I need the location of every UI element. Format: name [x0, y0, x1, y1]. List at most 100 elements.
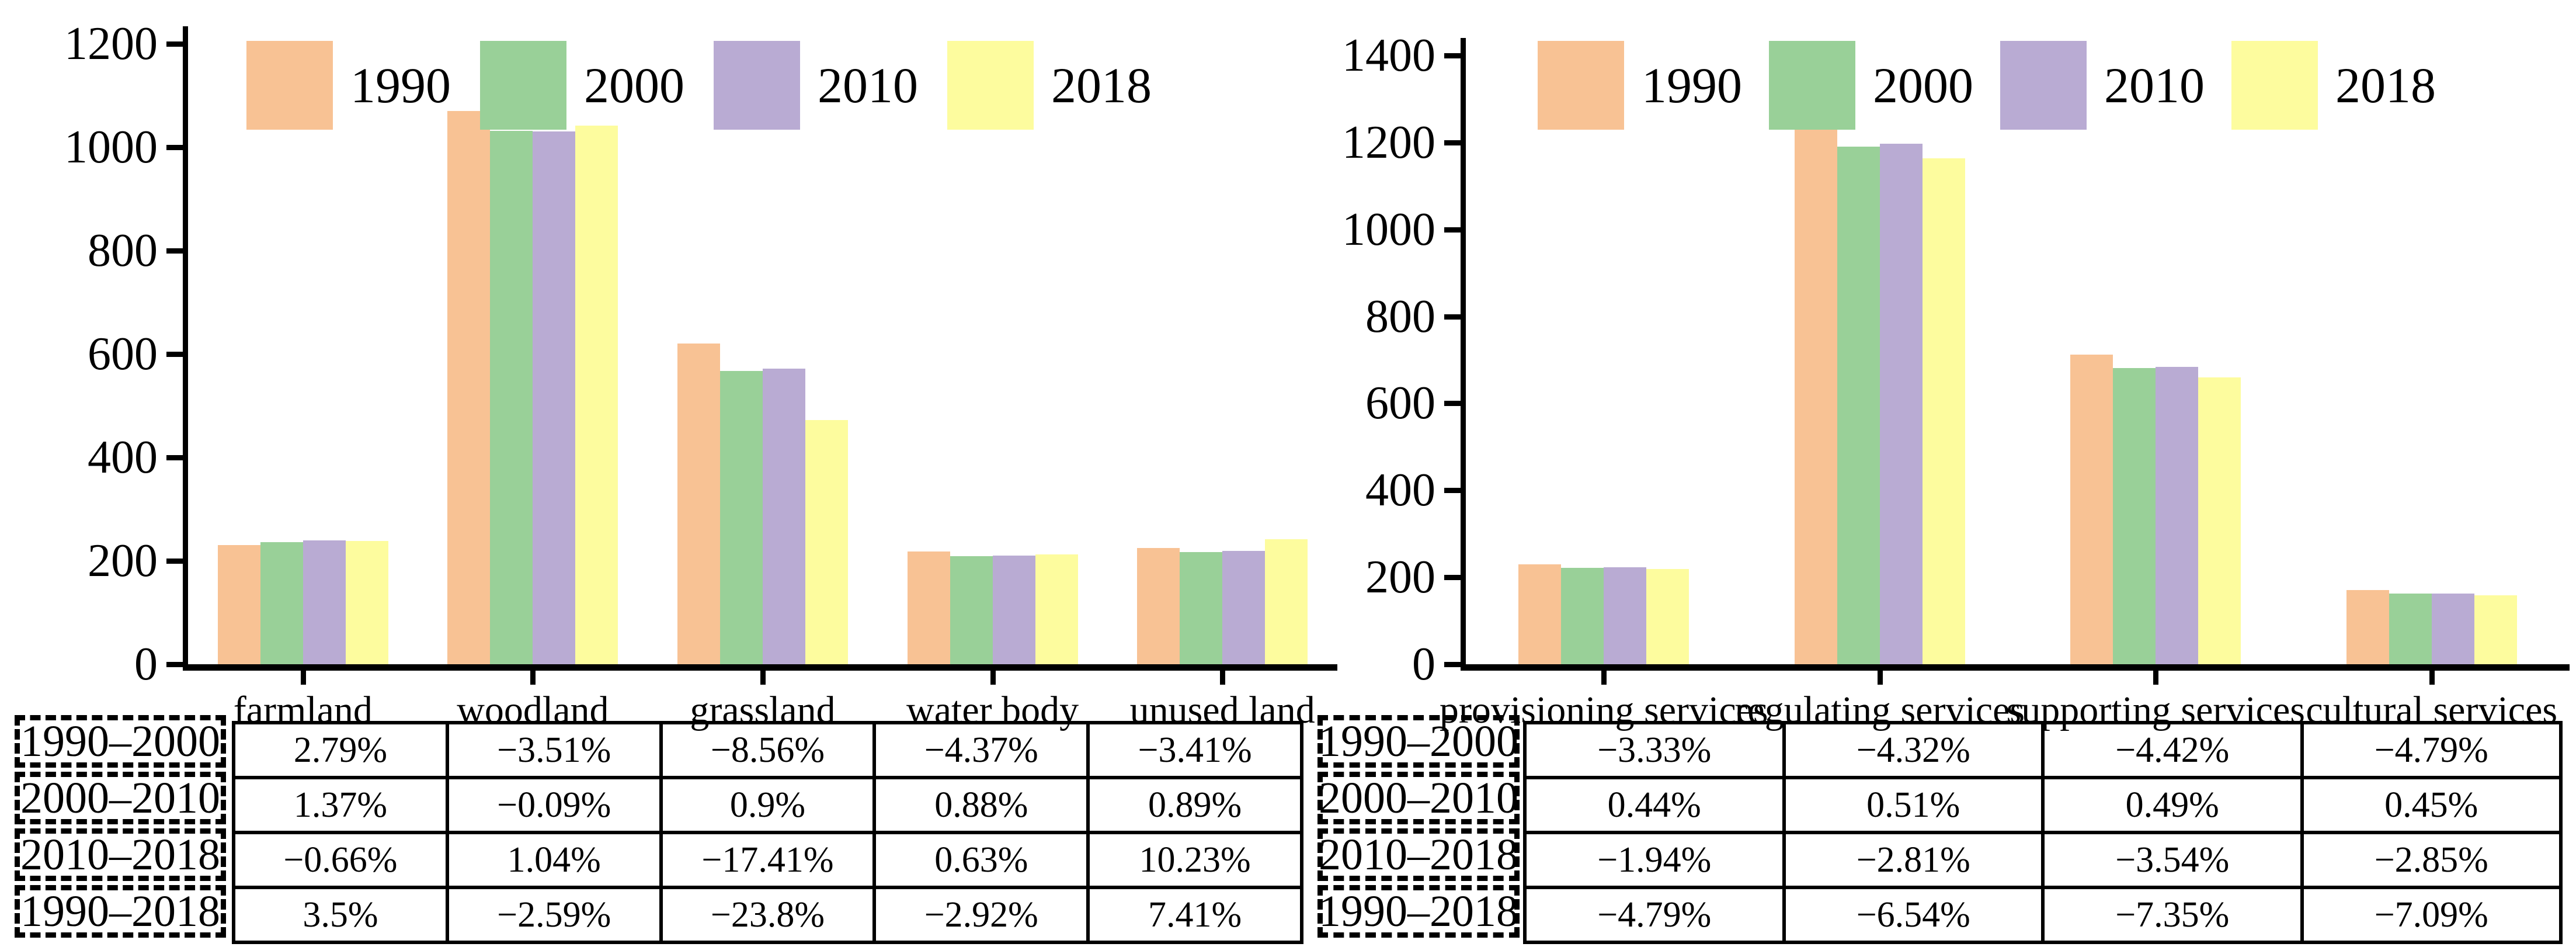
table-cell: 1.04% — [445, 831, 663, 889]
table-row: −4.79% −6.54% −7.35% −7.09% — [1523, 886, 2563, 944]
table-cell: −6.54% — [1782, 886, 2045, 944]
y-axis-tick — [166, 145, 183, 150]
table-row-label: 2000–2010 — [1319, 773, 1518, 823]
y-tick-label: 1400 — [1342, 30, 1435, 81]
bar-2018-regulating-services — [1922, 158, 1965, 664]
legend-swatch-1990 — [246, 41, 333, 130]
y-tick-label: 1000 — [1342, 203, 1435, 255]
bar-2010-grassland — [763, 368, 805, 664]
table-cell: 0.88% — [872, 776, 1090, 834]
bar-2000-supporting-services — [2113, 368, 2156, 664]
legend-swatch-1990 — [1538, 41, 1624, 130]
bar-2018-woodland — [575, 125, 618, 664]
x-axis-line — [183, 664, 1337, 671]
table-row-label-box: 1990–2018 — [15, 885, 226, 938]
legend-swatch-2010 — [714, 41, 800, 130]
bar-2010-cultural-services — [2431, 593, 2474, 664]
bar-2000-farmland — [260, 542, 303, 664]
bar-1990-supporting-services — [2070, 355, 2113, 664]
table-row: −0.66% 1.04% −17.41% 0.63% 10.23% — [232, 831, 1303, 889]
services-change-table: −3.33% −4.32% −4.42% −4.79% 0.44% 0.51% 0.49% 0… — [1523, 721, 2563, 944]
x-axis-tick — [1877, 671, 1883, 685]
bar-1990-regulating-services — [1794, 123, 1837, 664]
table-cell: −3.54% — [2041, 831, 2304, 889]
y-axis-tick — [1444, 140, 1461, 145]
bar-1990-woodland — [447, 111, 491, 664]
bar-1990-cultural-services — [2346, 590, 2389, 664]
table-cell: 0.45% — [2300, 776, 2563, 834]
bar-2018-cultural-services — [2474, 595, 2517, 664]
table-row-label: 2000–2010 — [20, 773, 220, 823]
y-tick-label: 200 — [1365, 551, 1435, 603]
x-axis-tick — [2153, 671, 2159, 685]
y-axis-line — [183, 26, 188, 671]
table-cell: 0.9% — [659, 776, 877, 834]
table-cell: −2.92% — [872, 886, 1090, 944]
bar-2018-unused-land — [1265, 539, 1308, 664]
table-row-label-box: 1990–2000 — [1317, 715, 1520, 768]
y-tick-label: 0 — [1412, 639, 1435, 690]
table-cell: −8.56% — [659, 721, 877, 779]
x-axis-tick — [1601, 671, 1607, 685]
legend-label-2000: 2000 — [584, 57, 684, 113]
table-cell: 0.63% — [872, 831, 1090, 889]
bar-2000-water-body — [950, 556, 993, 664]
y-axis-tick — [1444, 227, 1461, 233]
table-cell: −2.59% — [445, 886, 663, 944]
table-cell: −4.79% — [1523, 886, 1786, 944]
y-tick-label: 800 — [1365, 290, 1435, 342]
table-row: 0.44% 0.51% 0.49% 0.45% — [1523, 776, 2563, 834]
table-row: 3.5% −2.59% −23.8% −2.92% 7.41% — [232, 886, 1303, 944]
y-axis-tick — [1444, 488, 1461, 494]
bar-2010-provisioning-services — [1604, 567, 1647, 664]
table-row-label-box: 1990–2000 — [15, 715, 226, 768]
table-cell: −3.41% — [1086, 721, 1303, 779]
x-axis-tick — [530, 671, 536, 685]
table-cell: 0.44% — [1523, 776, 1786, 834]
bar-2000-grassland — [720, 371, 763, 664]
table-cell: −7.09% — [2300, 886, 2563, 944]
y-axis-tick — [1444, 662, 1461, 667]
table-cell: 7.41% — [1086, 886, 1303, 944]
bar-2000-provisioning-services — [1561, 567, 1604, 664]
x-axis-tick — [2429, 671, 2435, 685]
table-cell: −4.79% — [2300, 721, 2563, 779]
y-axis-tick — [166, 352, 183, 357]
table-cell: 3.5% — [232, 886, 449, 944]
table-row: 2.79% −3.51% −8.56% −4.37% −3.41% — [232, 721, 1303, 779]
bar-2010-water-body — [992, 556, 1035, 664]
bar-1990-grassland — [677, 344, 720, 664]
legend-label-2018: 2018 — [1051, 57, 1152, 113]
table-row-label: 2010–2018 — [1319, 830, 1518, 879]
y-tick-label: 1200 — [64, 18, 158, 70]
table-cell: 10.23% — [1086, 831, 1303, 889]
table-cell: −17.41% — [659, 831, 877, 889]
table-row-label: 2010–2018 — [20, 830, 220, 879]
y-tick-label: 400 — [88, 432, 158, 483]
x-axis-tick — [760, 671, 766, 685]
table-cell: −4.37% — [872, 721, 1090, 779]
x-axis-tick — [1220, 671, 1226, 685]
x-axis-tick — [300, 671, 306, 685]
table-row-label: 1990–2018 — [20, 886, 220, 936]
bar-2010-unused-land — [1222, 551, 1266, 664]
table-row-label: 1990–2000 — [1319, 716, 1518, 766]
table-row-label-box: 2010–2018 — [15, 828, 226, 881]
legend-swatch-2010 — [2000, 41, 2087, 130]
y-tick-label: 600 — [88, 328, 158, 380]
legend-label-2018: 2018 — [2335, 57, 2436, 113]
legend-swatch-2018 — [2231, 41, 2318, 130]
table-cell: 0.51% — [1782, 776, 2045, 834]
table-row-label-box: 2010–2018 — [1317, 828, 1520, 881]
legend-swatch-2018 — [947, 41, 1034, 130]
table-cell: −2.85% — [2300, 831, 2563, 889]
table-row-label-box: 2000–2010 — [15, 772, 226, 824]
y-tick-label: 200 — [88, 535, 158, 587]
y-axis-tick — [166, 41, 183, 47]
legend-label-1990: 1990 — [1642, 57, 1742, 113]
table-cell: 1.37% — [232, 776, 449, 834]
y-axis-tick — [166, 662, 183, 667]
bar-2010-regulating-services — [1879, 144, 1923, 664]
bar-1990-unused-land — [1137, 547, 1180, 664]
table-row: 1.37% −0.09% 0.9% 0.88% 0.89% — [232, 776, 1303, 834]
